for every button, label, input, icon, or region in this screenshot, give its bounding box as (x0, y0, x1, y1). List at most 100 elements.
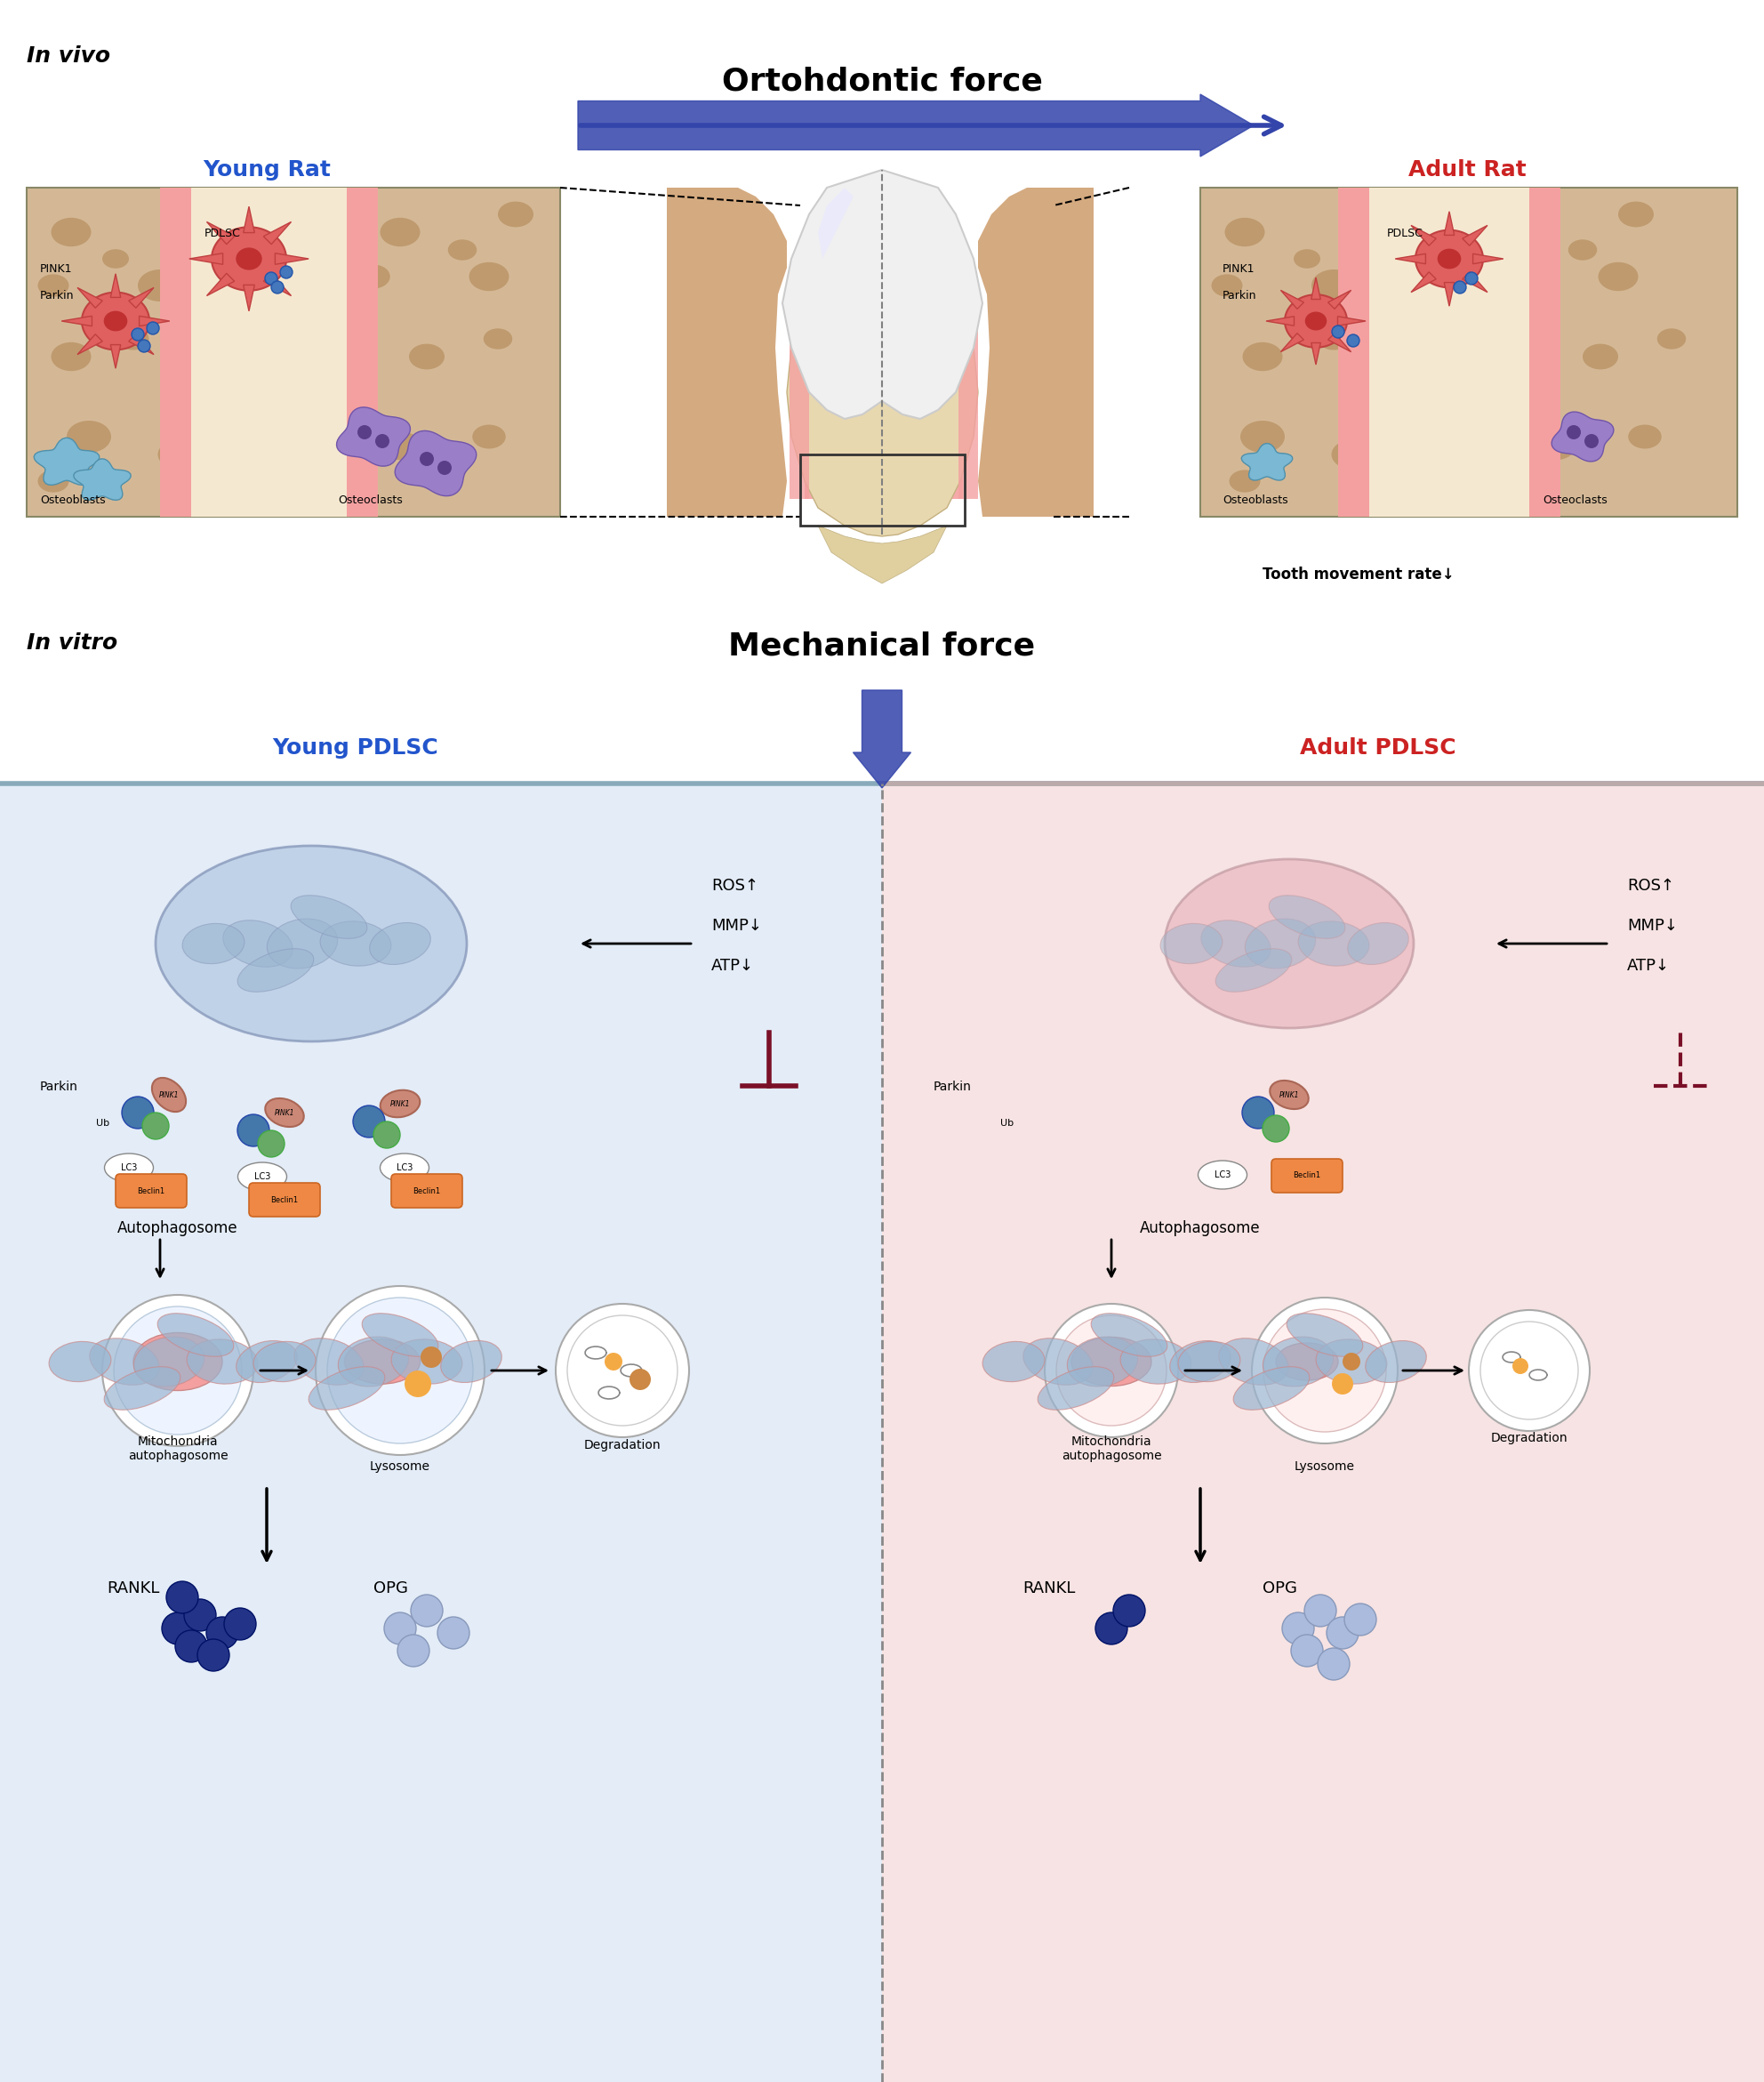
Circle shape (420, 1347, 443, 1368)
Circle shape (353, 1106, 385, 1137)
Polygon shape (1411, 225, 1436, 246)
Ellipse shape (356, 264, 390, 289)
Ellipse shape (379, 431, 420, 460)
Text: PINK1: PINK1 (275, 1108, 295, 1116)
Bar (26, 187, 561, 516)
Text: Adult PDLSC: Adult PDLSC (1300, 737, 1457, 758)
Bar (1339, 187, 1369, 516)
Ellipse shape (409, 344, 445, 369)
Polygon shape (1311, 344, 1321, 364)
Polygon shape (1281, 289, 1304, 308)
Ellipse shape (152, 1078, 185, 1112)
Polygon shape (1267, 316, 1295, 325)
Text: ATP↓: ATP↓ (1626, 958, 1671, 974)
Text: LC3: LC3 (120, 1164, 138, 1172)
Bar (801, 454, 965, 525)
Circle shape (1113, 1595, 1145, 1626)
Polygon shape (1445, 212, 1454, 235)
Polygon shape (129, 287, 153, 308)
Text: Young Rat: Young Rat (203, 158, 330, 181)
Bar (161, 187, 191, 516)
Circle shape (1342, 1353, 1360, 1370)
Ellipse shape (134, 1337, 205, 1387)
Ellipse shape (1037, 1366, 1113, 1410)
Ellipse shape (497, 202, 533, 227)
Circle shape (1454, 281, 1466, 294)
Text: LC3: LC3 (1214, 1170, 1231, 1178)
Ellipse shape (1298, 920, 1369, 966)
Circle shape (166, 1582, 198, 1614)
Circle shape (630, 1368, 651, 1391)
Circle shape (280, 266, 293, 279)
Ellipse shape (182, 924, 245, 964)
Bar (0, 783, 882, 2082)
Circle shape (1480, 1322, 1579, 1420)
Ellipse shape (238, 949, 314, 991)
Text: ROS↑: ROS↑ (1626, 879, 1674, 893)
Polygon shape (206, 273, 235, 296)
Text: ATP↓: ATP↓ (711, 958, 753, 974)
Polygon shape (263, 223, 291, 244)
Ellipse shape (1344, 210, 1378, 235)
Polygon shape (263, 273, 291, 296)
Ellipse shape (104, 1153, 153, 1183)
Ellipse shape (1242, 341, 1282, 371)
Text: PDLSC: PDLSC (205, 227, 242, 239)
Text: Parkin: Parkin (933, 1081, 972, 1093)
Polygon shape (243, 285, 254, 310)
Circle shape (122, 1097, 153, 1128)
Text: In vivo: In vivo (26, 46, 109, 67)
Ellipse shape (102, 250, 129, 269)
Polygon shape (189, 254, 222, 264)
Polygon shape (111, 273, 120, 298)
Text: PDLSC: PDLSC (1387, 227, 1424, 239)
Polygon shape (129, 335, 153, 354)
FancyBboxPatch shape (1272, 1160, 1342, 1193)
Ellipse shape (187, 1339, 258, 1385)
Ellipse shape (198, 348, 247, 383)
Bar (938, 269, 963, 500)
Ellipse shape (1178, 1341, 1240, 1382)
Ellipse shape (254, 1341, 316, 1382)
Polygon shape (81, 291, 150, 350)
Ellipse shape (1365, 1341, 1427, 1382)
Polygon shape (206, 223, 235, 244)
Circle shape (1566, 425, 1581, 439)
Circle shape (556, 1303, 690, 1437)
Ellipse shape (1582, 344, 1618, 369)
Polygon shape (1284, 294, 1348, 348)
Circle shape (1469, 1310, 1589, 1430)
Ellipse shape (316, 331, 360, 364)
Polygon shape (1281, 333, 1304, 352)
Circle shape (115, 1307, 242, 1434)
Ellipse shape (1230, 471, 1259, 491)
Ellipse shape (90, 1339, 159, 1385)
Polygon shape (1552, 412, 1614, 462)
Ellipse shape (1348, 922, 1409, 964)
Text: Autophagosome: Autophagosome (1140, 1220, 1261, 1237)
Text: Degradation: Degradation (584, 1439, 662, 1451)
Ellipse shape (1263, 1337, 1334, 1387)
Bar (882, 783, 1764, 2082)
Bar (790, 304, 810, 500)
Polygon shape (818, 187, 854, 258)
Circle shape (358, 425, 372, 439)
Text: Tooth movement rate↓: Tooth movement rate↓ (1263, 566, 1454, 583)
Circle shape (1291, 1634, 1323, 1668)
Ellipse shape (1618, 202, 1655, 227)
Ellipse shape (1316, 1339, 1387, 1385)
Ellipse shape (379, 219, 420, 246)
Ellipse shape (1270, 1081, 1309, 1110)
Ellipse shape (67, 421, 111, 452)
Circle shape (420, 452, 434, 466)
Polygon shape (395, 431, 476, 496)
Circle shape (1348, 335, 1360, 348)
Ellipse shape (339, 1337, 409, 1387)
Ellipse shape (51, 219, 92, 246)
Ellipse shape (236, 248, 263, 271)
Polygon shape (787, 277, 977, 537)
Polygon shape (78, 335, 102, 354)
Ellipse shape (1286, 1314, 1364, 1357)
Polygon shape (62, 316, 92, 327)
Ellipse shape (1023, 1339, 1094, 1385)
